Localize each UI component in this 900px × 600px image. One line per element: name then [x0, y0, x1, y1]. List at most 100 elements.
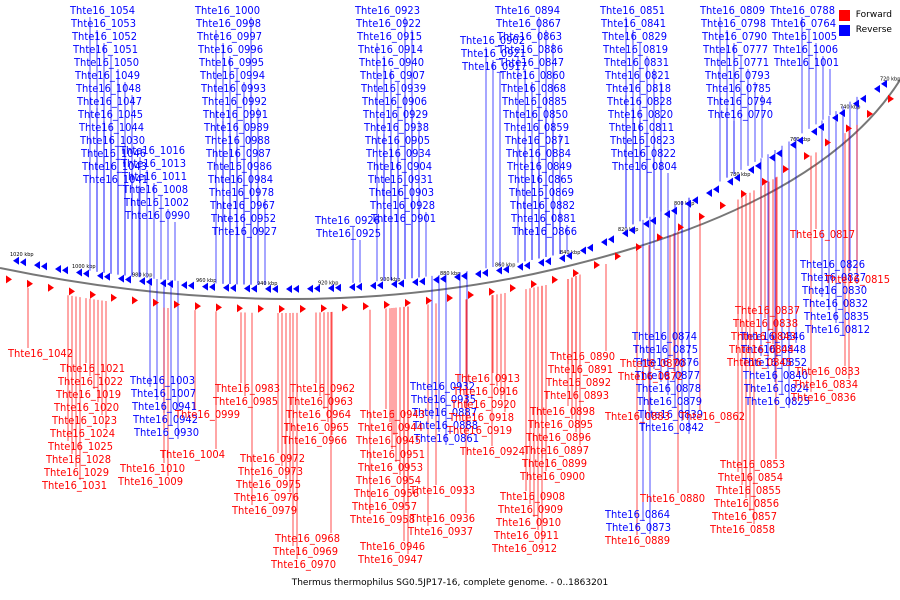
gene-label[interactable]: Thte16_1031 — [41, 479, 107, 492]
gene-label[interactable]: Thte16_0964 — [285, 408, 351, 421]
gene-label[interactable]: Thte16_0998 — [195, 17, 261, 30]
gene-label[interactable]: Thte16_0887 — [411, 406, 477, 419]
gene-label[interactable]: Thte16_0996 — [197, 43, 263, 56]
gene-label[interactable]: Thte16_0835 — [803, 310, 869, 323]
gene-label[interactable]: Thte16_0900 — [519, 470, 585, 483]
gene-label[interactable]: Thte16_0868 — [500, 82, 566, 95]
gene-label[interactable]: Thte16_0929 — [362, 108, 428, 121]
gene-label[interactable]: Thte16_0934 — [365, 147, 431, 160]
gene-label[interactable]: Thte16_0849 — [506, 160, 572, 173]
gene-label[interactable]: Thte16_0921 — [460, 47, 526, 60]
gene-label[interactable]: Thte16_0953 — [357, 461, 423, 474]
gene-label[interactable]: Thte16_0992 — [201, 95, 267, 108]
gene-label[interactable]: Thte16_0829 — [601, 30, 667, 43]
gene-label[interactable]: Thte16_0976 — [233, 491, 299, 504]
gene-label[interactable]: Thte16_0893 — [543, 389, 609, 402]
gene-label[interactable]: Thte16_0777 — [702, 43, 768, 56]
gene-label[interactable]: Thte16_0865 — [507, 173, 573, 186]
gene-label[interactable]: Thte16_0923 — [354, 4, 420, 17]
gene-label[interactable]: Thte16_1042 — [7, 347, 73, 360]
gene-label[interactable]: Thte16_0994 — [199, 69, 265, 82]
gene-label[interactable]: Thte16_0973 — [237, 465, 303, 478]
gene-label[interactable]: Thte16_1030 — [79, 134, 145, 147]
gene-label[interactable]: Thte16_0905 — [364, 134, 430, 147]
gene-label[interactable]: Thte16_0999 — [174, 408, 240, 421]
gene-label[interactable]: Thte16_0836 — [790, 391, 856, 404]
gene-label[interactable]: Thte16_0870 — [619, 357, 685, 370]
gene-label[interactable]: Thte16_0944 — [357, 421, 423, 434]
gene-label[interactable]: Thte16_1023 — [51, 414, 117, 427]
gene-label[interactable]: Thte16_0894 — [494, 4, 560, 17]
gene-label[interactable]: Thte16_0958 — [349, 513, 415, 526]
gene-label[interactable]: Thte16_0943 — [359, 408, 425, 421]
gene-label[interactable]: Thte16_0904 — [366, 160, 432, 173]
gene-label[interactable]: Thte16_1043 — [81, 160, 147, 173]
gene-label[interactable]: Thte16_1020 — [53, 401, 119, 414]
gene-label[interactable]: Thte16_0821 — [604, 69, 670, 82]
gene-label[interactable]: Thte16_0845 — [726, 356, 792, 369]
gene-label[interactable]: Thte16_0882 — [509, 199, 575, 212]
gene-label[interactable]: Thte16_0875 — [632, 343, 698, 356]
gene-label[interactable]: Thte16_0895 — [527, 418, 593, 431]
gene-label[interactable]: Thte16_0897 — [523, 444, 589, 457]
gene-label[interactable]: Thte16_0938 — [363, 121, 429, 134]
gene-label[interactable]: Thte16_0930 — [133, 426, 199, 439]
gene-label[interactable]: Thte16_0880 — [639, 492, 705, 505]
gene-label[interactable]: Thte16_0850 — [502, 108, 568, 121]
gene-label[interactable]: Thte16_0954 — [355, 474, 421, 487]
gene-label[interactable]: Thte16_1049 — [74, 69, 140, 82]
gene-label[interactable]: Thte16_0837 — [734, 304, 800, 317]
gene-label[interactable]: Thte16_0993 — [200, 82, 266, 95]
gene-label[interactable]: Thte16_0859 — [503, 121, 569, 134]
gene-label[interactable]: Thte16_0831 — [603, 56, 669, 69]
gene-label[interactable]: Thte16_1010 — [119, 462, 185, 475]
gene-label[interactable]: Thte16_0928 — [369, 199, 435, 212]
gene-label[interactable]: Thte16_0912 — [491, 542, 557, 555]
gene-label[interactable]: Thte16_0878 — [635, 382, 701, 395]
gene-label[interactable]: Thte16_0771 — [703, 56, 769, 69]
gene-label[interactable]: Thte16_1013 — [120, 157, 186, 170]
gene-label[interactable]: Thte16_0841 — [600, 17, 666, 30]
gene-label[interactable]: Thte16_0939 — [360, 82, 426, 95]
gene-label[interactable]: Thte16_0884 — [505, 147, 571, 160]
gene-label[interactable]: Thte16_0924 — [459, 445, 525, 458]
gene-label[interactable]: Thte16_0899 — [521, 457, 587, 470]
gene-label[interactable]: Thte16_0917 — [461, 60, 527, 73]
gene-label[interactable]: Thte16_0819 — [602, 43, 668, 56]
gene-label[interactable]: Thte16_0820 — [607, 108, 673, 121]
gene-label[interactable]: Thte16_0824 — [743, 382, 809, 395]
gene-label[interactable]: Thte16_0987 — [205, 147, 271, 160]
gene-label[interactable]: Thte16_0926 — [314, 214, 380, 227]
gene-label[interactable]: Thte16_0916 — [452, 385, 518, 398]
gene-label[interactable]: Thte16_1048 — [75, 82, 141, 95]
gene-label[interactable]: Thte16_0909 — [497, 503, 563, 516]
gene-label[interactable]: Thte16_0969 — [272, 545, 338, 558]
gene-label[interactable]: Thte16_0864 — [604, 508, 670, 521]
gene-label[interactable]: Thte16_1050 — [73, 56, 139, 69]
gene-label[interactable]: Thte16_0989 — [203, 121, 269, 134]
gene-label[interactable]: Thte16_0862 — [679, 410, 745, 423]
gene-label[interactable]: Thte16_1046 — [80, 147, 146, 160]
gene-label[interactable]: Thte16_1001 — [773, 56, 839, 69]
gene-label[interactable]: Thte16_0855 — [715, 484, 781, 497]
gene-label[interactable]: Thte16_0937 — [407, 525, 473, 538]
gene-label[interactable]: Thte16_0914 — [357, 43, 423, 56]
gene-label[interactable]: Thte16_0885 — [501, 95, 567, 108]
gene-label[interactable]: Thte16_0962 — [289, 382, 355, 395]
gene-label[interactable]: Thte16_1028 — [45, 453, 111, 466]
gene-label[interactable]: Thte16_0832 — [802, 297, 868, 310]
gene-label[interactable]: Thte16_1044 — [78, 121, 144, 134]
gene-label[interactable]: Thte16_0867 — [495, 17, 561, 30]
gene-label[interactable]: Thte16_1016 — [119, 144, 185, 157]
gene-label[interactable]: Thte16_0898 — [529, 405, 595, 418]
gene-label[interactable]: Thte16_0815 — [824, 273, 890, 286]
gene-label[interactable]: Thte16_0925 — [315, 227, 381, 240]
gene-label[interactable]: Thte16_0991 — [202, 108, 268, 121]
gene-label[interactable]: Thte16_0920 — [450, 398, 516, 411]
gene-label[interactable]: Thte16_0911 — [493, 529, 559, 542]
gene-label[interactable]: Thte16_0844 — [728, 343, 794, 356]
gene-label[interactable]: Thte16_1022 — [57, 375, 123, 388]
gene-label[interactable]: Thte16_0891 — [547, 363, 613, 376]
gene-label[interactable]: Thte16_0965 — [283, 421, 349, 434]
gene-label[interactable]: Thte16_0785 — [705, 82, 771, 95]
